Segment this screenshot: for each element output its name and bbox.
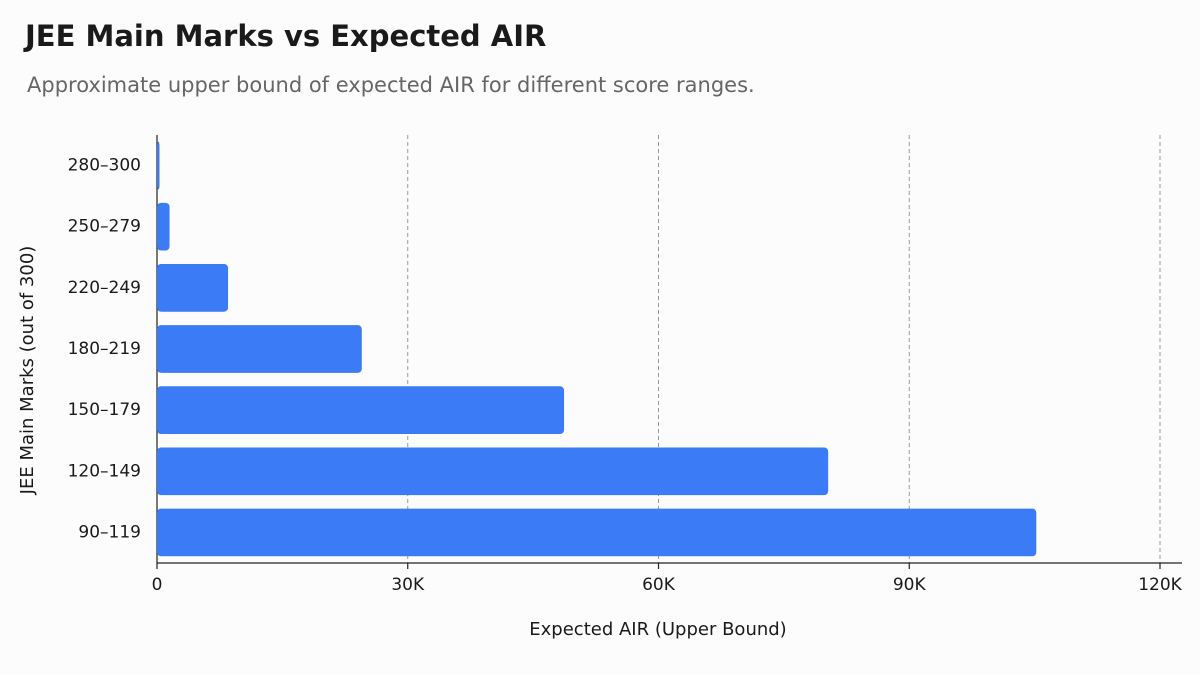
y-tick-label: 280–300 (68, 156, 141, 176)
bar (157, 325, 362, 373)
y-tick-label: 150–179 (68, 400, 141, 420)
bar (157, 141, 160, 190)
bar (157, 508, 1037, 557)
x-tick-label: 120K (1138, 575, 1182, 595)
y-axis-label: JEE Main Marks (out of 300) (17, 246, 38, 496)
x-tick-label: 30K (391, 575, 425, 595)
y-tick-label: 220–249 (68, 278, 141, 298)
y-tick-label: 90–119 (78, 522, 141, 542)
bar (157, 386, 565, 434)
x-axis-label: Expected AIR (Upper Bound) (529, 619, 786, 640)
y-tick-label: 120–149 (68, 461, 141, 481)
y-tick-label: 180–219 (68, 339, 141, 359)
x-tick-label: 60K (642, 575, 676, 595)
chart-subtitle: Approximate upper bound of expected AIR … (27, 73, 755, 97)
bar (157, 264, 229, 312)
chart-title: JEE Main Marks vs Expected AIR (23, 19, 546, 53)
x-tick-label: 0 (152, 575, 163, 595)
x-tick-label: 90K (893, 575, 927, 595)
bar (157, 202, 170, 251)
bar (157, 447, 829, 496)
y-tick-label: 250–279 (68, 217, 141, 237)
